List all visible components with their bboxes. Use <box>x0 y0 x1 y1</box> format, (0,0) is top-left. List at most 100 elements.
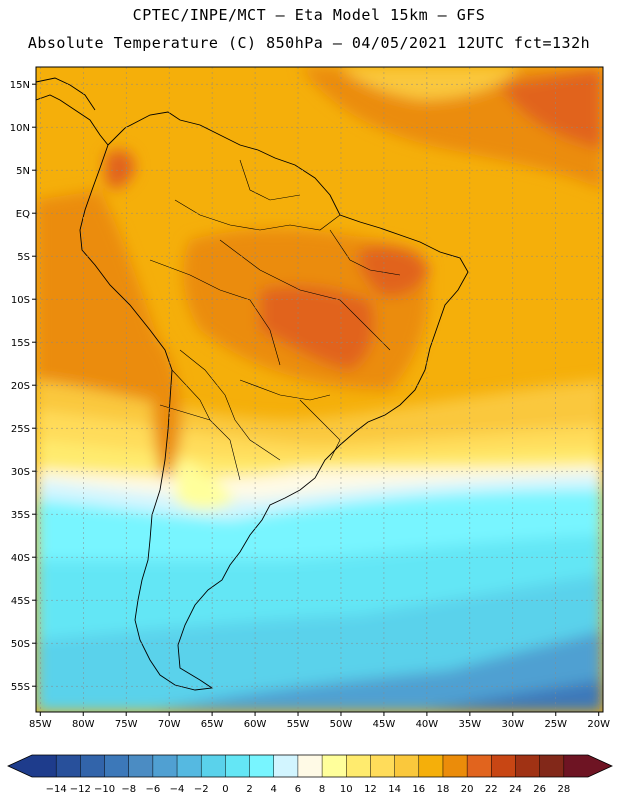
border-10 <box>159 404 241 481</box>
lat-tick-labels: 15N 10N 5N EQ 5S 10S 15S 20S 25S 30S 35S 40S 45S 50S 5… <box>10 80 36 693</box>
lat-tick-label: 10S <box>11 295 30 306</box>
lon-tick-label: 60W <box>244 719 267 730</box>
field-band-20-andes <box>152 340 182 479</box>
border-9 <box>329 229 401 276</box>
colorbar-swatch <box>418 755 444 777</box>
border-1 <box>174 199 341 231</box>
colorbar-swatch <box>177 755 202 777</box>
colorbar-swatch <box>563 755 589 777</box>
colorbar-label: −12 <box>70 784 91 795</box>
colorbar-swatch <box>346 755 371 777</box>
colorbar-swatch <box>273 755 299 777</box>
south-america-outline <box>79 111 469 691</box>
lat-tick-label: 5N <box>16 166 30 177</box>
border-5 <box>239 379 331 401</box>
colorbar-outline <box>7 754 613 778</box>
country-borders <box>149 159 401 481</box>
lon-tick-label: 70W <box>158 719 181 730</box>
colorbar-label: 6 <box>295 784 301 795</box>
colorbar-swatch <box>539 755 565 777</box>
coastlines <box>36 77 469 691</box>
colorbar-label: −4 <box>170 784 185 795</box>
colorbar-swatch <box>322 755 347 777</box>
colorbar-label: 14 <box>388 784 401 795</box>
field-band-22-ne-br <box>358 246 430 297</box>
lat-tick-label: 55S <box>11 682 30 693</box>
colorbar-swatch <box>80 755 105 777</box>
border-7 <box>239 159 301 201</box>
lon-tick-label: 50W <box>330 719 353 730</box>
field-band-22-nw <box>105 150 135 189</box>
colorbar-label: −2 <box>194 784 209 795</box>
colorbar-swatch <box>201 755 226 777</box>
chart-title-line2: Absolute Temperature (C) 850hPa – 04/05/… <box>27 34 591 52</box>
lon-tick-label: 85W <box>29 719 52 730</box>
lon-tick-labels: 85W 80W 75W 70W 65W 60W 55W 50W 45W 40W 35W 30W 25W 2… <box>29 712 610 730</box>
lat-tick-label: 5S <box>17 252 30 263</box>
colorbar-swatch <box>394 755 420 777</box>
colorbar-label: −10 <box>94 784 115 795</box>
temperature-field <box>36 67 603 712</box>
lon-tick-label: 45W <box>373 719 396 730</box>
colorbar-label: 12 <box>364 784 377 795</box>
lat-tick-label: 45S <box>11 596 30 607</box>
colorbar-swatch <box>32 755 57 777</box>
lon-tick-label: 65W <box>201 719 224 730</box>
colorbar-label: 22 <box>485 784 498 795</box>
chart-title-line1: CPTEC/INPE/MCT – Eta Model 15km – GFS <box>132 6 486 24</box>
colorbar-label: −6 <box>145 784 160 795</box>
colorbar-swatch <box>467 755 492 777</box>
lat-tick-label: 15N <box>10 80 30 91</box>
field-band-m2-s <box>150 630 603 712</box>
colorbar-label: 16 <box>412 784 425 795</box>
colorbar-swatch <box>370 755 395 777</box>
field-band-10-pat <box>175 460 235 510</box>
lat-tick-label: 35S <box>11 510 30 521</box>
lat-tick-label: 50S <box>11 639 30 650</box>
colorbar-label: 28 <box>557 784 570 795</box>
lon-tick-label: 40W <box>416 719 439 730</box>
border-8 <box>219 239 391 351</box>
border-4 <box>299 399 341 461</box>
central-america-outline <box>36 94 109 146</box>
colorbar-swatch <box>104 755 129 777</box>
colorbar-label: 4 <box>271 784 277 795</box>
lat-tick-label: EQ <box>16 209 30 220</box>
lat-tick-label: 30S <box>11 467 30 478</box>
border-2 <box>149 259 281 366</box>
field-band-16-n <box>340 67 520 100</box>
colorbar-label: 26 <box>533 784 546 795</box>
map-frame <box>35 66 604 713</box>
border-6 <box>171 369 211 421</box>
lat-tick-label: 15S <box>11 338 30 349</box>
lat-tick-label: 40S <box>11 553 30 564</box>
colorbar-swatch <box>297 755 323 777</box>
colorbar-swatch <box>515 755 540 777</box>
colorbar-label: 18 <box>437 784 450 795</box>
colorbar-swatch <box>56 755 81 777</box>
colorbar-swatch <box>152 755 178 777</box>
lat-tick-label: 20S <box>11 381 30 392</box>
lat-tick-label: 10N <box>10 123 30 134</box>
colorbar-swatch <box>249 755 275 777</box>
colorbar-label: 10 <box>340 784 353 795</box>
colorbar-under-arrow <box>8 755 32 777</box>
colorbar-label: 24 <box>509 784 522 795</box>
field-band-22-ne <box>500 67 603 150</box>
lon-tick-label: 35W <box>459 719 482 730</box>
colorbar-label: −14 <box>46 784 67 795</box>
colorbar-swatch <box>442 755 468 777</box>
lon-tick-label: 55W <box>287 719 310 730</box>
lon-tick-label: 80W <box>72 719 95 730</box>
lon-tick-label: 30W <box>501 719 524 730</box>
lon-tick-label: 25W <box>544 719 567 730</box>
central-america-outline-2 <box>36 77 96 111</box>
lon-tick-label: 75W <box>115 719 138 730</box>
colorbar <box>7 754 613 778</box>
colorbar-label: 2 <box>246 784 252 795</box>
colorbar-swatch <box>225 755 250 777</box>
colorbar-swatch <box>491 755 516 777</box>
colorbar-label: −8 <box>121 784 136 795</box>
colorbar-label: 20 <box>461 784 474 795</box>
